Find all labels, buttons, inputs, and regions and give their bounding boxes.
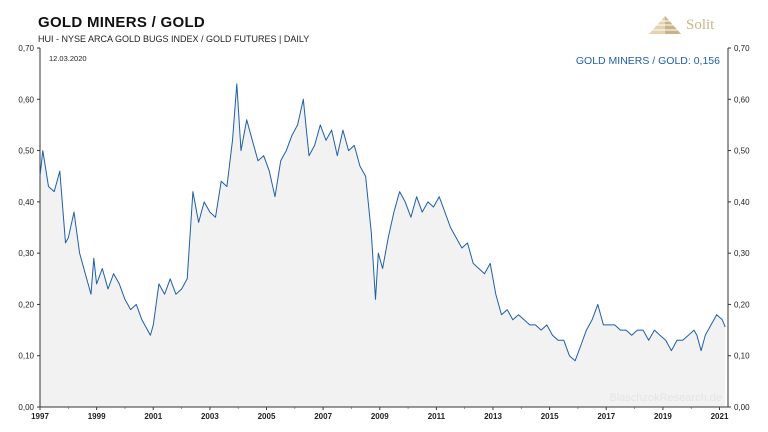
x-tick-label: 1999 — [88, 412, 106, 421]
series-area — [40, 83, 726, 408]
x-tick-label: 2005 — [258, 412, 276, 421]
y-tick-label-left: 0,50 — [18, 147, 34, 156]
x-tick-label: 2019 — [654, 412, 672, 421]
y-tick-label-left: 0,70 — [18, 44, 34, 53]
y-tick-label-right: 0,70 — [734, 44, 750, 53]
y-tick-label-right: 0,00 — [734, 403, 750, 412]
y-tick-label-right: 0,50 — [734, 147, 750, 156]
y-tick-label-right: 0,20 — [734, 300, 750, 309]
y-tick-label-right: 0,10 — [734, 352, 750, 361]
y-tick-label-left: 0,10 — [18, 352, 34, 361]
x-tick-label: 2003 — [201, 412, 219, 421]
y-tick-label-right: 0,30 — [734, 249, 750, 258]
current-value-label: GOLD MINERS / GOLD: 0,156 — [576, 55, 720, 67]
y-tick-label-left: 0,30 — [18, 249, 34, 258]
pyramid-icon — [649, 16, 681, 34]
x-tick-label: 2017 — [597, 412, 615, 421]
y-tick-label-right: 0,60 — [734, 95, 750, 104]
date-label: 12.03.2020 — [49, 54, 87, 63]
x-tick-label: 2021 — [711, 412, 729, 421]
y-tick-label-left: 0,00 — [18, 403, 34, 412]
y-tick-label-right: 0,40 — [734, 198, 750, 207]
brand-name: Solit — [686, 16, 715, 33]
y-tick-label-left: 0,40 — [18, 198, 34, 207]
x-tick-label: 2007 — [314, 412, 332, 421]
x-tick-label: 1997 — [31, 412, 49, 421]
series-line — [39, 83, 726, 362]
x-tick-label: 2001 — [144, 412, 162, 421]
x-tick-label: 2013 — [484, 412, 502, 421]
chart-subtitle: HUI - NYSE ARCA GOLD BUGS INDEX / GOLD F… — [38, 34, 310, 44]
x-tick-label: 2011 — [428, 412, 446, 421]
watermark: BlaschzokResearch.de — [609, 392, 722, 404]
x-tick-label: 2015 — [541, 412, 559, 421]
chart-title: GOLD MINERS / GOLD — [38, 14, 206, 31]
brand-logo: Solit — [648, 14, 714, 36]
y-tick-label-left: 0,60 — [18, 95, 34, 104]
x-tick-label: 2009 — [371, 412, 389, 421]
y-tick-label-left: 0,20 — [18, 300, 34, 309]
